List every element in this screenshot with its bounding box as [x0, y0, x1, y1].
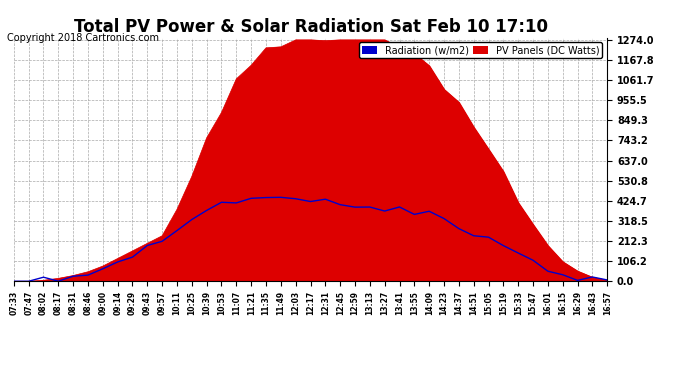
- Title: Total PV Power & Solar Radiation Sat Feb 10 17:10: Total PV Power & Solar Radiation Sat Feb…: [74, 18, 547, 36]
- Text: Copyright 2018 Cartronics.com: Copyright 2018 Cartronics.com: [7, 33, 159, 43]
- Legend: Radiation (w/m2), PV Panels (DC Watts): Radiation (w/m2), PV Panels (DC Watts): [359, 42, 602, 58]
